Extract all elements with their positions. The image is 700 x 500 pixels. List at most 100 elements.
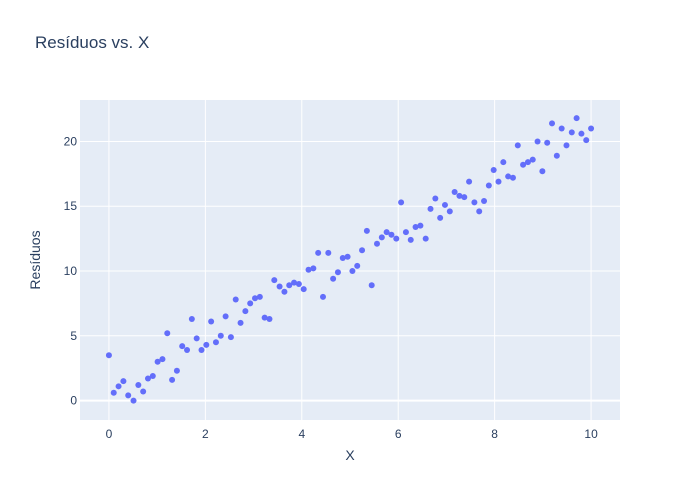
data-point (427, 205, 434, 212)
data-point (173, 367, 180, 374)
data-point (544, 139, 551, 146)
data-point (325, 249, 332, 256)
data-point (188, 315, 195, 322)
data-point (286, 282, 293, 289)
data-point (481, 198, 488, 205)
data-point (461, 194, 468, 201)
data-point (276, 283, 283, 290)
data-point (164, 330, 171, 337)
data-point (320, 293, 326, 300)
data-point (217, 332, 224, 339)
chart-title: Resíduos vs. X (35, 33, 150, 52)
data-point (553, 152, 560, 159)
data-point (363, 227, 370, 234)
data-point (412, 223, 419, 230)
data-point (242, 308, 249, 315)
data-point (509, 174, 516, 181)
data-point (198, 347, 205, 354)
data-point (471, 199, 478, 206)
data-point (334, 269, 341, 276)
data-point (383, 229, 390, 236)
data-point (359, 247, 366, 254)
data-point (261, 314, 268, 321)
data-point (140, 388, 147, 395)
plot-background (80, 100, 620, 420)
data-point (374, 240, 380, 247)
data-point (295, 280, 302, 287)
y-tick-label: 20 (64, 134, 78, 148)
data-point (120, 378, 127, 385)
data-point (291, 279, 298, 286)
data-point (344, 253, 351, 260)
x-tick-label: 10 (584, 427, 598, 441)
data-point (524, 159, 531, 166)
data-point (437, 214, 444, 221)
data-point (149, 372, 156, 379)
data-point (115, 383, 122, 390)
data-point (227, 334, 234, 341)
data-point (349, 268, 356, 275)
x-tick-label: 0 (106, 427, 113, 441)
data-point (184, 347, 191, 354)
data-point (505, 173, 512, 180)
data-point (422, 235, 429, 242)
data-point (534, 138, 541, 145)
data-point (529, 156, 536, 163)
data-point (330, 275, 337, 282)
data-point (514, 142, 521, 149)
data-point (130, 397, 137, 404)
data-point (368, 282, 375, 289)
y-tick-label: 0 (70, 394, 77, 408)
data-point (310, 265, 317, 272)
data-point (466, 178, 473, 185)
data-point (388, 231, 395, 238)
data-point (520, 161, 527, 168)
data-point (378, 234, 385, 241)
data-point (476, 208, 483, 215)
data-point (583, 137, 590, 144)
data-point (402, 229, 409, 236)
data-point (578, 130, 585, 137)
data-point (568, 129, 575, 136)
x-tick-label: 6 (395, 427, 402, 441)
data-point (232, 296, 239, 303)
data-point (539, 168, 546, 175)
data-point (588, 125, 595, 132)
data-point (266, 315, 273, 322)
data-point (315, 249, 322, 256)
data-point (110, 389, 117, 396)
x-tick-label: 2 (202, 427, 209, 441)
data-point (222, 313, 229, 320)
x-axis-label: X (345, 447, 355, 463)
data-point (305, 266, 312, 273)
data-point (441, 201, 448, 208)
data-point (339, 255, 346, 262)
data-point (144, 375, 151, 382)
data-point (212, 339, 219, 346)
data-point (573, 115, 580, 122)
data-point (237, 319, 244, 326)
data-point (456, 192, 463, 199)
data-point (417, 222, 424, 229)
data-point (393, 235, 400, 242)
data-point (208, 318, 215, 325)
y-tick-label: 10 (64, 264, 78, 278)
data-point (558, 125, 565, 132)
data-point (193, 335, 200, 342)
data-point (354, 262, 361, 269)
data-point (490, 166, 497, 173)
data-point (247, 300, 254, 307)
data-point (446, 208, 453, 215)
x-tick-label: 4 (298, 427, 305, 441)
x-tick-label: 8 (491, 427, 498, 441)
y-tick-label: 5 (70, 329, 77, 343)
data-point (500, 159, 507, 166)
data-point (159, 356, 166, 363)
data-point (495, 178, 502, 185)
data-point (203, 341, 210, 348)
data-point (271, 277, 278, 284)
data-point (407, 236, 414, 243)
data-point (252, 295, 259, 302)
data-point (549, 120, 556, 127)
